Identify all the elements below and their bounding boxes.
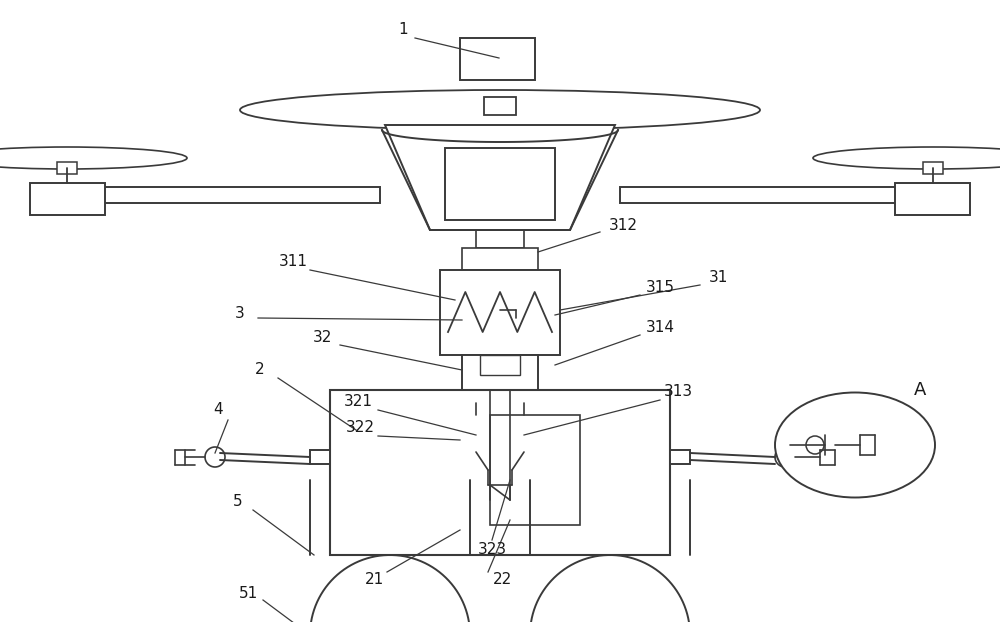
Text: 21: 21 (365, 572, 385, 588)
Text: A: A (914, 381, 926, 399)
Ellipse shape (0, 147, 187, 169)
Ellipse shape (813, 147, 1000, 169)
Bar (462, 355, 538, 403)
Bar (923, 162, 943, 174)
Bar (620, 187, 960, 203)
Text: 3: 3 (235, 305, 245, 320)
Bar (670, 450, 690, 464)
Text: 315: 315 (646, 281, 674, 295)
Circle shape (514, 420, 534, 440)
Text: 1: 1 (398, 22, 408, 37)
Text: 4: 4 (213, 402, 223, 417)
Bar (57, 162, 77, 174)
Circle shape (454, 408, 498, 452)
Text: 314: 314 (646, 320, 674, 335)
Text: 323: 323 (477, 542, 507, 557)
Text: 2: 2 (255, 363, 265, 378)
Bar (330, 390, 670, 555)
Circle shape (502, 408, 546, 452)
Text: 5: 5 (233, 494, 243, 509)
Circle shape (205, 447, 225, 467)
Bar (480, 355, 520, 375)
Bar (460, 38, 535, 80)
Circle shape (775, 447, 795, 467)
Circle shape (466, 420, 486, 440)
Text: 321: 321 (344, 394, 372, 409)
Text: 32: 32 (312, 330, 332, 345)
Text: 51: 51 (238, 585, 258, 600)
Bar (40, 187, 380, 203)
Bar (462, 248, 538, 270)
Text: 313: 313 (663, 384, 693, 399)
Bar (490, 415, 580, 525)
Polygon shape (385, 125, 615, 230)
Bar (310, 450, 330, 464)
Ellipse shape (240, 90, 760, 130)
Text: 31: 31 (708, 271, 728, 285)
Text: 312: 312 (608, 218, 638, 233)
Text: 22: 22 (492, 572, 512, 588)
Circle shape (806, 436, 824, 454)
Bar (484, 97, 516, 115)
Text: 311: 311 (278, 254, 308, 269)
Ellipse shape (775, 392, 935, 498)
Bar (476, 230, 524, 248)
Bar (440, 270, 560, 355)
Bar (445, 148, 555, 220)
Text: 322: 322 (346, 420, 374, 435)
Bar (895, 183, 970, 215)
Bar (30, 183, 105, 215)
